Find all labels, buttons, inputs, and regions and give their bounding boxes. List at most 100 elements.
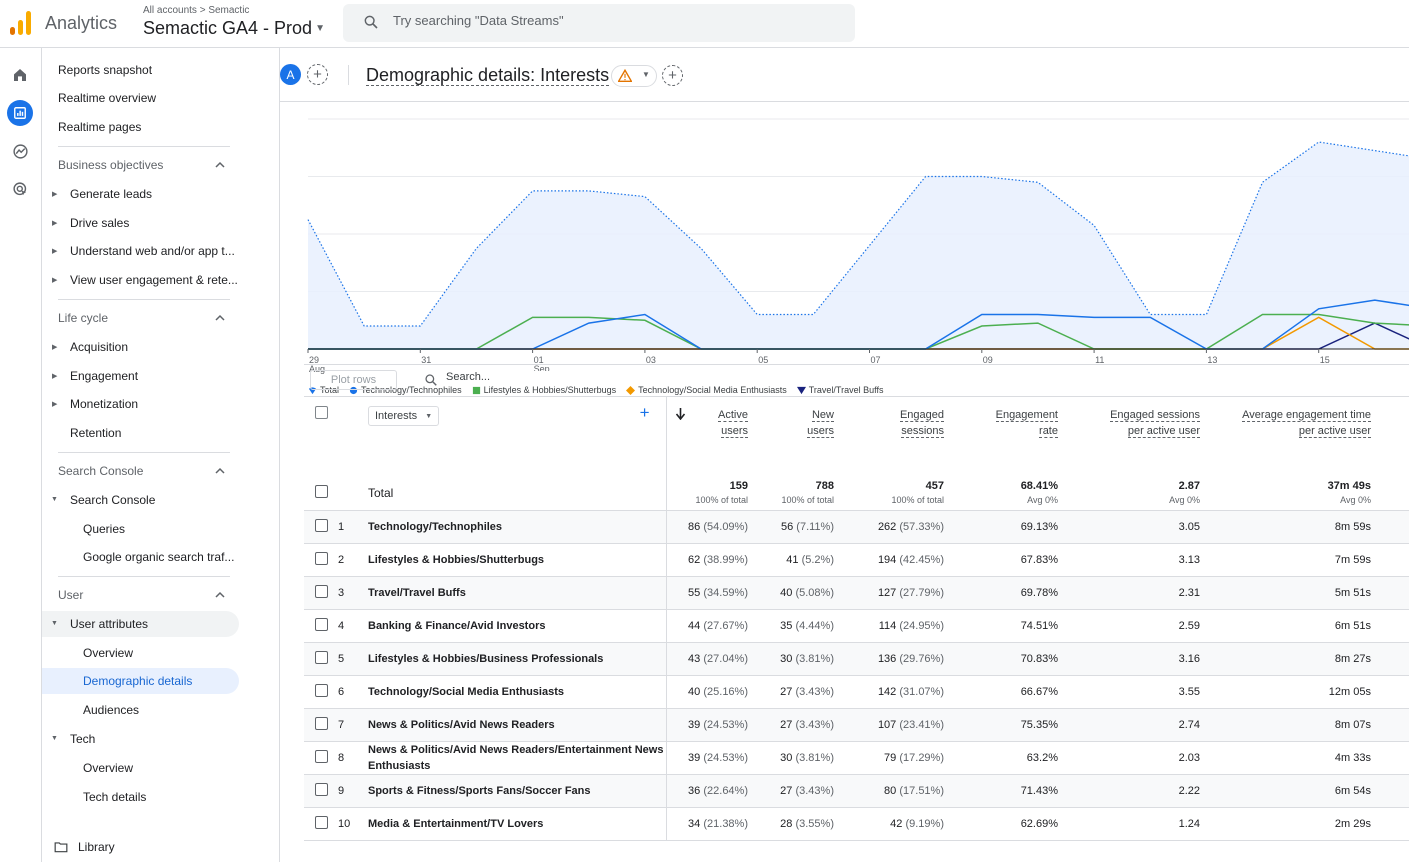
row-dimension-name[interactable]: Lifestyles & Hobbies/Shutterbugs (368, 554, 545, 566)
expand-right-icon: ▶ (52, 220, 58, 227)
plot-rows-button[interactable]: Plot rows (310, 370, 397, 390)
table-row[interactable]: 10 Media & Entertainment/TV Lovers 34 (2… (304, 807, 1409, 841)
table-search-input[interactable] (446, 371, 646, 383)
add-comparison-icon[interactable]: + (307, 64, 328, 85)
row-dimension-name[interactable]: News & Politics/Avid News Readers/Entert… (368, 744, 664, 772)
column-engaged-sessions-per-user[interactable]: Engaged sessions per active user (1062, 397, 1204, 477)
table-row[interactable]: 7 News & Politics/Avid News Readers 39 (… (304, 708, 1409, 742)
table-body: 1 Technology/Technophiles 86 (54.09%) 56… (304, 510, 1409, 841)
row-dimension-name[interactable]: News & Politics/Avid News Readers (368, 719, 555, 731)
row-checkbox[interactable] (314, 552, 328, 565)
nav-understand-traffic[interactable]: Understand web and/or app t... (70, 244, 235, 258)
column-label: New (811, 409, 834, 422)
table-row[interactable]: 2 Lifestyles & Hobbies/Shutterbugs 62 (3… (304, 543, 1409, 577)
row-dimension-name[interactable]: Technology/Technophiles (368, 521, 503, 533)
legend-item-social-media[interactable]: Technology/Social Media Enthusiasts (626, 385, 787, 395)
row-dimension-name[interactable]: Banking & Finance/Avid Investors (368, 620, 546, 632)
cell-percent: (38.99%) (703, 554, 748, 566)
nav-user-attributes[interactable]: User attributes (42, 611, 239, 637)
nav-search-console-group[interactable]: Search Console (70, 493, 156, 507)
row-checkbox[interactable] (314, 717, 328, 730)
cell-new-users: 41 (5.2%) (752, 544, 838, 577)
row-dimension-name[interactable]: Sports & Fitness/Sports Fans/Soccer Fans (368, 785, 591, 797)
analytics-logo-icon[interactable] (10, 11, 32, 35)
row-checkbox[interactable] (314, 585, 328, 598)
app-name[interactable]: Analytics (45, 13, 118, 33)
nav-tech[interactable]: Tech (70, 732, 96, 746)
search-input[interactable] (393, 13, 793, 28)
table-row[interactable]: 3 Travel/Travel Buffs 55 (34.59%) 40 (5.… (304, 576, 1409, 610)
home-icon[interactable] (7, 62, 33, 88)
table-row[interactable]: 5 Lifestyles & Hobbies/Business Professi… (304, 642, 1409, 676)
section-user[interactable]: User (42, 582, 239, 608)
sort-down-icon[interactable] (675, 408, 686, 420)
nav-engagement[interactable]: Engagement (70, 369, 139, 383)
nav-tech-details[interactable]: Tech details (83, 790, 147, 804)
nav-tech-overview[interactable]: Overview (83, 761, 134, 775)
row-dimension-name[interactable]: Technology/Social Media Enthusiasts (368, 686, 565, 698)
section-search-console[interactable]: Search Console (42, 458, 239, 484)
row-checkbox[interactable] (314, 750, 328, 763)
totals-checkbox[interactable] (314, 485, 328, 499)
top-bar: Analytics All accounts > Semactic Semact… (0, 0, 1409, 48)
nav-user-engagement[interactable]: View user engagement & rete... (70, 273, 238, 287)
comparison-avatar[interactable]: A (280, 64, 301, 85)
nav-realtime-pages[interactable]: Realtime pages (58, 120, 142, 134)
row-checkbox[interactable] (314, 783, 328, 796)
nav-retention[interactable]: Retention (70, 426, 122, 440)
nav-queries[interactable]: Queries (83, 522, 126, 536)
section-life-cycle[interactable]: Life cycle (42, 305, 239, 331)
row-checkbox[interactable] (314, 519, 328, 532)
row-checkbox[interactable] (314, 651, 328, 664)
nav-drive-sales[interactable]: Drive sales (70, 216, 130, 230)
select-all-checkbox[interactable] (314, 406, 328, 419)
nav-acquisition[interactable]: Acquisition (70, 340, 129, 354)
add-dimension-icon[interactable]: + (639, 403, 650, 422)
dimension-selector[interactable]: Interests ▼ (368, 406, 440, 426)
table-row[interactable]: 8 News & Politics/Avid News Readers/Ente… (304, 741, 1409, 775)
table-row[interactable]: 6 Technology/Social Media Enthusiasts 40… (304, 675, 1409, 709)
row-checkbox[interactable] (314, 618, 328, 631)
reports-icon[interactable] (7, 100, 33, 126)
nav-google-organic-search[interactable]: Google organic search traf... (83, 550, 235, 564)
column-engaged-sessions[interactable]: Engaged sessions (838, 397, 948, 477)
nav-demographic-details[interactable]: Demographic details (42, 668, 239, 694)
search-bar[interactable] (343, 4, 855, 42)
explore-icon[interactable] (7, 138, 33, 164)
nav-audiences[interactable]: Audiences (83, 703, 140, 717)
report-table: Interests ▼ + Active users New users Engage… (304, 396, 1409, 841)
legend-item-travel-buffs[interactable]: Travel/Travel Buffs (796, 385, 883, 395)
spacer (1375, 808, 1409, 841)
account-breadcrumb[interactable]: All accounts > Semactic (143, 5, 250, 16)
legend-item-technophiles[interactable]: Technology/Technophiles (349, 385, 462, 395)
cell-new-users: 28 (3.55%) (752, 808, 838, 841)
advertising-icon[interactable] (7, 176, 33, 202)
divider (58, 146, 230, 147)
warning-dropdown[interactable]: ▼ (611, 65, 657, 87)
nav-library[interactable]: Library (42, 834, 239, 860)
column-engagement-rate[interactable]: Engagement rate (948, 397, 1062, 477)
total-value: 788 (815, 480, 834, 493)
row-checkbox[interactable] (314, 816, 328, 829)
table-row[interactable]: 1 Technology/Technophiles 86 (54.09%) 56… (304, 510, 1409, 544)
row-dimension-name[interactable]: Lifestyles & Hobbies/Business Profession… (368, 653, 604, 665)
row-checkbox[interactable] (314, 684, 328, 697)
row-dimension-name[interactable]: Travel/Travel Buffs (368, 587, 466, 599)
table-row[interactable]: 9 Sports & Fitness/Sports Fans/Soccer Fa… (304, 774, 1409, 808)
property-selector[interactable]: Semactic GA4 - Prod ▼ (143, 18, 325, 39)
add-filter-icon[interactable]: + (662, 65, 683, 86)
nav-reports-snapshot[interactable]: Reports snapshot (58, 63, 153, 77)
cell-value: 27 (780, 719, 793, 731)
nav-realtime-overview[interactable]: Realtime overview (58, 91, 157, 105)
row-dimension-name[interactable]: Media & Entertainment/TV Lovers (368, 818, 544, 830)
column-avg-engagement-time[interactable]: Average engagement time per active user (1204, 397, 1375, 477)
page-title[interactable]: Demographic details: Interests (366, 65, 610, 86)
column-new-users[interactable]: New users (752, 397, 838, 477)
table-row[interactable]: 4 Banking & Finance/Avid Investors 44 (2… (304, 609, 1409, 643)
legend-item-shutterbugs[interactable]: Lifestyles & Hobbies/Shutterbugs (472, 385, 616, 395)
nav-generate-leads[interactable]: Generate leads (70, 187, 153, 201)
column-active-users[interactable]: Active users (666, 397, 752, 477)
nav-user-overview[interactable]: Overview (83, 646, 134, 660)
nav-monetization[interactable]: Monetization (70, 397, 139, 411)
section-business-objectives[interactable]: Business objectives (42, 152, 239, 178)
